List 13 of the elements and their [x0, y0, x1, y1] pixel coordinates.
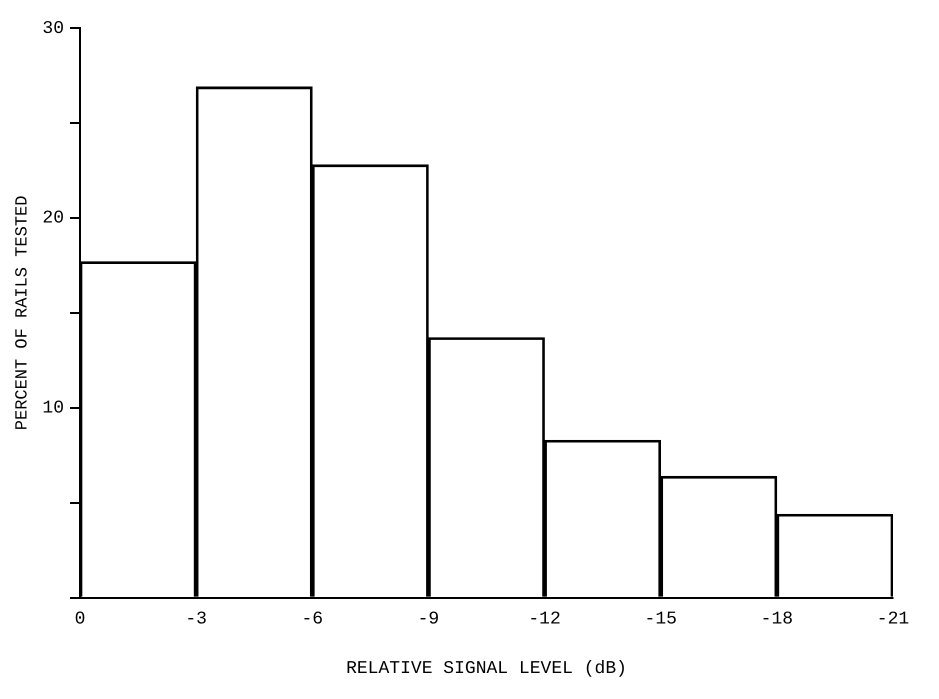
x-tick-label: 0	[74, 609, 86, 630]
x-tick-label: -3	[185, 609, 207, 630]
x-tick-label: -12	[528, 609, 561, 630]
x-axis-title: RELATIVE SIGNAL LEVEL (dB)	[346, 658, 627, 679]
y-tick-label: 20	[42, 208, 64, 229]
x-tick-label: -6	[301, 609, 324, 630]
x-tick-label: -15	[644, 609, 677, 630]
x-tick-label: -18	[760, 609, 794, 630]
y-axis-title: PERCENT OF RAILS TESTED	[14, 196, 33, 430]
y-tick-label: 30	[42, 18, 64, 39]
x-tick-label: -9	[418, 609, 440, 630]
y-tick-label: 10	[42, 398, 64, 419]
x-tick-label: -21	[876, 609, 910, 630]
